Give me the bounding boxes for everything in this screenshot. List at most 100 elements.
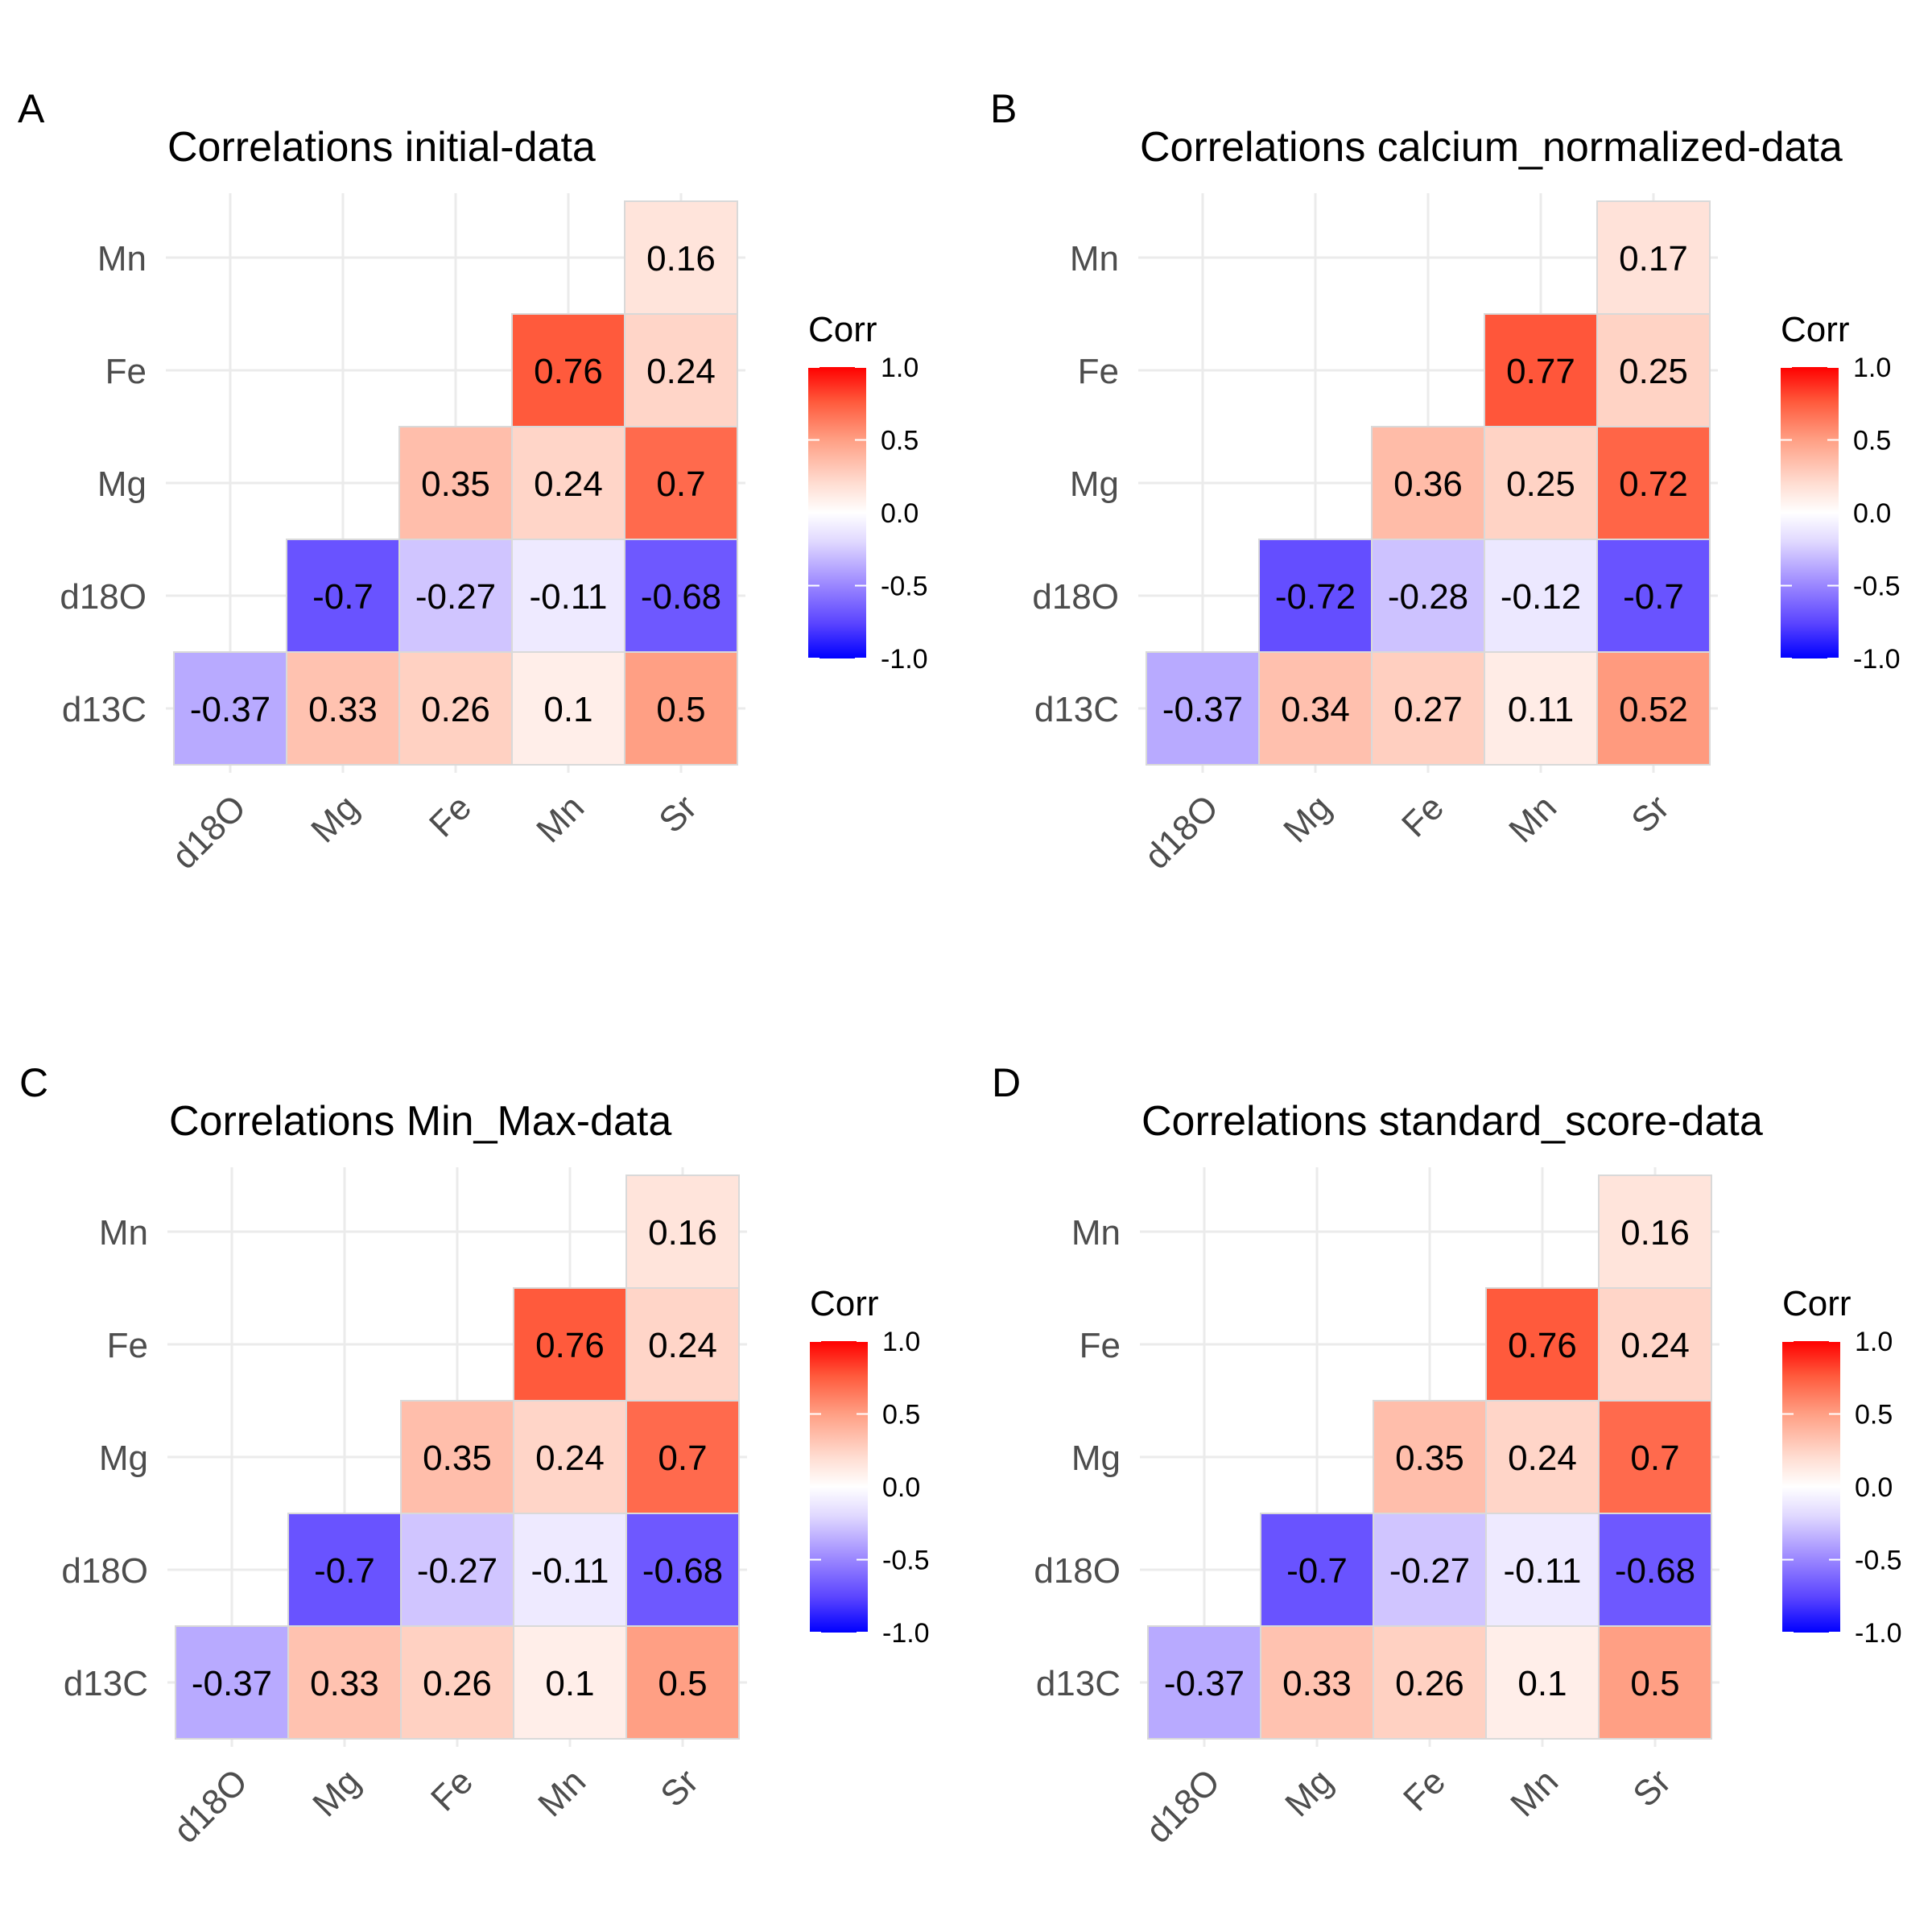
legend-tick-label: 1.0 <box>881 353 919 383</box>
cell-value-label: 0.7 <box>656 464 705 504</box>
heatmap-cell <box>1373 1513 1487 1627</box>
cell-value-label: 0.5 <box>1630 1664 1679 1703</box>
cell-value-label: 0.16 <box>1620 1213 1690 1253</box>
cell-value-label: 0.52 <box>1619 690 1688 729</box>
x-tick-label: Fe <box>1394 787 1451 844</box>
heatmap-cell <box>1485 1287 1600 1402</box>
cell-value-label: -0.7 <box>1286 1551 1348 1591</box>
legend-tick-label: -0.5 <box>882 1546 930 1576</box>
heatmap-cell <box>1598 1400 1712 1514</box>
y-tick-label: Mn <box>1071 1213 1121 1253</box>
heatmap-cell <box>624 651 738 766</box>
cell-value-label: 0.33 <box>1282 1664 1352 1703</box>
heatmap-cell <box>398 539 513 653</box>
heatmap-cell <box>511 313 625 427</box>
heatmap-cells: -0.37 0.34 0.27 0.11 0.52 -0.72 -0.28 -0.12 -0.7… <box>1146 200 1711 766</box>
cell-value-label: 0.27 <box>1393 690 1463 729</box>
panel-letter: C <box>19 1060 48 1105</box>
y-tick-label: Mg <box>1070 464 1119 504</box>
y-tick-label: Mg <box>99 1439 148 1478</box>
cell-value-label: -0.37 <box>1164 1664 1245 1703</box>
heatmap-cell <box>1598 1625 1712 1740</box>
panel-letter: B <box>990 86 1017 131</box>
legend-tick-label: -1.0 <box>1855 1618 1902 1649</box>
y-tick-label: Fe <box>1080 1326 1121 1365</box>
cell-value-label: 0.1 <box>1517 1664 1567 1703</box>
panel-d: D Correlations standard_score-data -0.37 0.… <box>992 1060 1902 1851</box>
legend-tick-label: 0.5 <box>881 426 919 456</box>
heatmap-cell <box>1596 426 1711 540</box>
cell-value-label: 0.33 <box>310 1664 379 1703</box>
legend-tick-label: 1.0 <box>1855 1327 1893 1357</box>
x-tick-label: Mg <box>1278 1761 1340 1824</box>
heatmap-cell <box>1484 539 1598 653</box>
heatmap-cell <box>1485 1400 1600 1514</box>
heatmap-cell <box>1485 1513 1600 1627</box>
cell-value-label: -0.11 <box>530 1551 609 1591</box>
y-tick-label: Mn <box>1070 239 1119 279</box>
heatmap-cell <box>625 1400 740 1514</box>
heatmap-cell <box>1598 1174 1712 1289</box>
x-tick-label: Mn <box>1503 1761 1566 1824</box>
legend-tick-label: -0.5 <box>881 572 928 602</box>
heatmap-cell <box>625 1174 740 1289</box>
cell-value-label: 0.35 <box>421 464 490 504</box>
y-tick-label: d13C <box>1034 690 1119 729</box>
heatmap-cell <box>287 1513 402 1627</box>
heatmap-cells: -0.37 0.33 0.26 0.1 0.5 -0.7 -0.27 -0.11 -0.68 0.… <box>173 200 738 766</box>
cell-value-label: 0.26 <box>1395 1664 1464 1703</box>
cell-value-label: 0.16 <box>646 239 716 279</box>
panel-title: Correlations initial-data <box>167 124 596 171</box>
y-tick-label: d13C <box>64 1664 148 1703</box>
heatmap-cell <box>1373 1625 1487 1740</box>
panel-b: B Correlations calcium_normalized-data -0.… <box>990 86 1901 877</box>
heatmap-cell <box>511 426 625 540</box>
cell-value-label: -0.27 <box>417 1551 497 1591</box>
x-tick-label: Mn <box>530 1761 593 1824</box>
cell-value-label: 0.34 <box>1281 690 1350 729</box>
x-axis-ticks: d18O Mg Fe Mn Sr <box>166 1761 706 1851</box>
legend-tick-label: -0.5 <box>1855 1546 1902 1576</box>
cell-value-label: -0.27 <box>1389 1551 1470 1591</box>
cell-value-label: 0.35 <box>423 1439 492 1478</box>
heatmap-cells: -0.37 0.33 0.26 0.1 0.5 -0.7 -0.27 -0.11 -0.68 0.… <box>1147 1174 1712 1740</box>
cell-value-label: -0.68 <box>641 577 721 617</box>
cell-value-label: 0.1 <box>545 1664 594 1703</box>
heatmap-cell <box>286 539 400 653</box>
y-tick-label: d13C <box>1036 1664 1121 1703</box>
cell-value-label: -0.37 <box>1162 690 1243 729</box>
y-axis-ticks: d13C d18O Mg Fe Mn <box>60 239 147 729</box>
heatmap-cell <box>513 1287 627 1402</box>
heatmap-cell <box>398 426 513 540</box>
cell-value-label: 0.1 <box>543 690 592 729</box>
heatmap-cell <box>625 1625 740 1740</box>
cell-value-label: 0.26 <box>423 1664 492 1703</box>
x-tick-label: Mg <box>303 787 366 850</box>
heatmap-cell <box>175 1625 289 1740</box>
x-axis-ticks: d18O Mg Fe Mn Sr <box>1138 1761 1678 1851</box>
y-tick-label: d18O <box>1032 577 1119 617</box>
cell-value-label: 0.33 <box>308 690 378 729</box>
y-axis-ticks: d13C d18O Mg Fe Mn <box>61 1213 148 1703</box>
y-tick-label: Mg <box>97 464 147 504</box>
heatmap-cell <box>1260 1625 1374 1740</box>
x-tick-label: Fe <box>422 787 479 844</box>
cell-value-label: -0.27 <box>415 577 496 617</box>
heatmap-cell <box>1596 200 1711 315</box>
legend-tick-label: 0.0 <box>881 498 919 529</box>
cell-value-label: 0.24 <box>646 352 716 391</box>
y-tick-label: d18O <box>1034 1551 1121 1591</box>
x-tick-label: Mg <box>1276 787 1339 850</box>
y-tick-label: d18O <box>61 1551 148 1591</box>
cell-value-label: 0.24 <box>534 464 603 504</box>
heatmap-cell <box>400 1400 514 1514</box>
heatmap-cell <box>1147 1625 1261 1740</box>
cell-value-label: 0.76 <box>1508 1326 1577 1365</box>
legend-title: Corr <box>810 1284 879 1323</box>
cell-value-label: -0.11 <box>1503 1551 1581 1591</box>
heatmap-cell <box>511 651 625 766</box>
cell-value-label: 0.17 <box>1619 239 1688 279</box>
